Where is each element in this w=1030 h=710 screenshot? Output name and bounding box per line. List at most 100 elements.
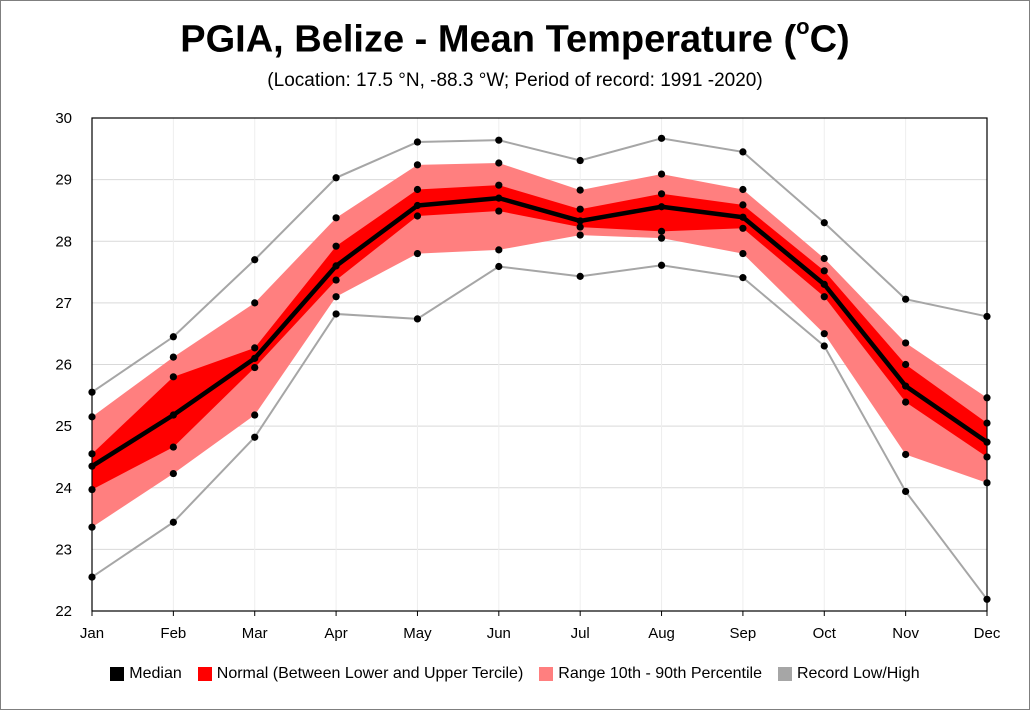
legend-swatch: [539, 667, 554, 681]
point-record-high: [413, 138, 422, 146]
point-upper-tercile: [332, 242, 340, 250]
point-record-low: [495, 262, 503, 271]
point-record-low: [576, 272, 584, 280]
point-p90: [495, 159, 503, 167]
point-upper-tercile: [413, 185, 422, 194]
point-p10: [332, 293, 340, 301]
point-p90: [332, 214, 340, 222]
point-p10: [413, 249, 422, 258]
y-tick-label: 23: [55, 541, 72, 558]
point-record-low: [739, 274, 747, 282]
point-record-high: [169, 333, 177, 341]
point-record-low: [902, 487, 910, 496]
x-tick-label: Apr: [324, 625, 347, 642]
x-tick-label: Sep: [730, 625, 757, 642]
band-range-10-90: [92, 162, 987, 528]
point-record-low: [251, 433, 259, 441]
point-p90: [739, 185, 747, 194]
point-p90: [657, 170, 666, 178]
x-tick-label: Aug: [648, 625, 675, 642]
point-p10: [495, 246, 503, 254]
line-record-low: [91, 264, 988, 600]
point-median: [657, 203, 666, 211]
point-median: [251, 354, 259, 362]
y-tick-label: 22: [55, 603, 72, 620]
point-p10: [169, 469, 177, 478]
point-lower-tercile: [657, 227, 666, 235]
point-p90: [169, 353, 177, 361]
point-median: [495, 194, 503, 202]
legend-label: Median: [129, 665, 182, 682]
point-upper-tercile: [820, 267, 828, 275]
point-upper-tercile: [576, 205, 584, 213]
x-tick-label: Jun: [487, 625, 511, 642]
point-upper-tercile: [169, 373, 177, 381]
legend-label: Range 10th - 90th Percentile: [558, 665, 762, 682]
y-tick-label: 29: [55, 172, 72, 189]
point-upper-tercile: [657, 190, 666, 198]
y-tick-label: 28: [55, 233, 72, 250]
point-p10: [820, 330, 828, 338]
point-record-high: [251, 256, 259, 264]
point-record-high: [902, 295, 910, 303]
point-median: [902, 382, 910, 390]
point-upper-tercile: [495, 181, 503, 189]
legend-record: Record Low/High: [777, 665, 920, 683]
point-record-high: [657, 134, 666, 142]
axes: 22 23 24 25 26 27 28 29 30 Jan Feb Mar Apr May Jun Jul A…: [55, 110, 1001, 642]
bands: [92, 162, 987, 528]
title-tail: C): [809, 18, 850, 61]
title-main: PGIA, Belize - Mean Temperature (: [180, 18, 797, 61]
point-median: [739, 213, 747, 221]
point-record-low: [332, 310, 340, 318]
chart-subtitle: (Location: 17.5 °N, -88.3 °W; Period of …: [267, 70, 763, 91]
legend-swatch: [197, 667, 212, 681]
point-lower-tercile: [576, 223, 584, 231]
legend-range: Range 10th - 90th Percentile: [539, 665, 762, 683]
point-lower-tercile: [739, 224, 747, 232]
line-record-high: [91, 137, 988, 394]
x-tick-label: May: [403, 625, 432, 642]
legend: Median Normal (Between Lower and Upper Te…: [0, 665, 1030, 683]
point-median: [169, 411, 177, 419]
point-p10: [902, 450, 910, 459]
point-record-low: [657, 261, 666, 269]
plot-border: [91, 117, 988, 612]
data-points: [88, 134, 991, 603]
series-lines: [90, 137, 989, 600]
point-record-high: [820, 219, 828, 227]
point-lower-tercile: [413, 212, 422, 220]
point-median: [820, 280, 828, 288]
point-record-high: [332, 174, 340, 182]
point-lower-tercile: [251, 363, 259, 372]
point-median: [332, 262, 340, 270]
point-p10: [657, 234, 666, 242]
point-median: [576, 217, 584, 225]
x-tick-label: Nov: [892, 625, 919, 642]
point-record-high: [739, 148, 747, 156]
legend-median: Median: [110, 665, 182, 683]
y-tick-label: 27: [55, 295, 72, 312]
y-tick-label: 25: [55, 418, 72, 435]
point-lower-tercile: [820, 293, 828, 301]
point-upper-tercile: [251, 344, 259, 352]
point-p90: [902, 339, 910, 347]
x-tick-label: Oct: [813, 625, 837, 642]
point-lower-tercile: [332, 276, 340, 284]
point-record-low: [169, 518, 177, 526]
point-record-high: [576, 156, 584, 165]
x-tick-label: Mar: [242, 625, 268, 642]
point-p10: [576, 231, 584, 239]
y-tick-label: 30: [55, 110, 72, 127]
line-median: [90, 195, 989, 469]
legend-label: Normal (Between Lower and Upper Tercile): [216, 665, 524, 682]
legend-swatch: [777, 667, 792, 681]
legend-swatch: [110, 667, 125, 681]
point-upper-tercile: [739, 201, 747, 209]
point-lower-tercile: [902, 398, 910, 406]
point-p90: [820, 254, 828, 263]
point-lower-tercile: [495, 207, 503, 215]
x-tick-label: Feb: [160, 625, 186, 642]
point-p10: [739, 249, 747, 258]
